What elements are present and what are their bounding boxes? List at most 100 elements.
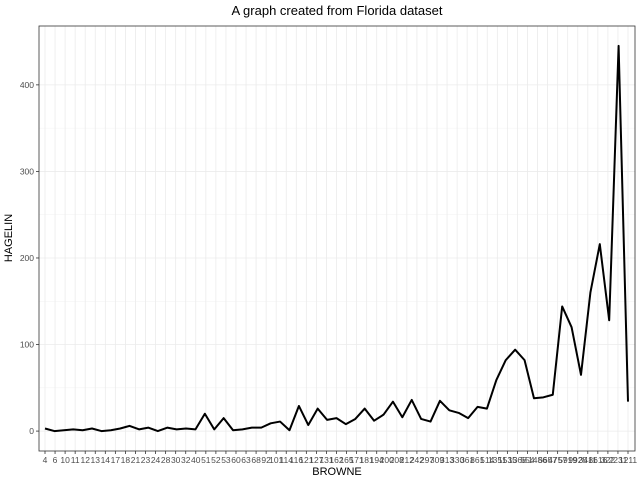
data-point <box>627 400 629 402</box>
data-point <box>91 427 93 429</box>
x-tick-label: 32 <box>181 455 191 465</box>
x-tick-label: 40 <box>191 455 201 465</box>
x-tick-label: 131 <box>319 455 333 465</box>
data-point <box>561 305 563 307</box>
x-tick-label: 1486 <box>528 455 547 465</box>
data-point <box>288 429 290 431</box>
data-point <box>326 419 328 421</box>
data-point <box>185 427 187 429</box>
x-tick-label: 162 <box>329 455 343 465</box>
data-point <box>138 428 140 430</box>
x-tick-label: 60 <box>231 455 241 465</box>
data-point <box>533 397 535 399</box>
data-point <box>411 399 413 401</box>
data-point <box>147 426 149 428</box>
data-point <box>100 430 102 432</box>
data-point <box>194 428 196 430</box>
x-tick-label: 12 <box>80 455 90 465</box>
data-point <box>222 417 224 419</box>
data-point <box>608 319 610 321</box>
x-tick-label: 23 <box>141 455 151 465</box>
x-tick-label: 21 <box>131 455 141 465</box>
data-point <box>439 400 441 402</box>
x-tick-label: 1535 <box>498 455 517 465</box>
data-point <box>63 429 65 431</box>
y-axis-label: HAGELIN <box>3 214 15 262</box>
data-point <box>269 422 271 424</box>
y-tick-label: 0 <box>29 426 34 436</box>
data-point <box>542 396 544 398</box>
y-tick-label: 400 <box>20 80 34 90</box>
x-tick-label: 861 <box>470 455 484 465</box>
data-point <box>401 416 403 418</box>
grid-layer <box>39 26 635 451</box>
x-tick-label: 101 <box>269 455 283 465</box>
x-tick-label: 5919 <box>558 455 577 465</box>
data-point <box>260 426 262 428</box>
x-tick-label: 242 <box>410 455 424 465</box>
data-point <box>213 428 215 430</box>
data-point <box>364 407 366 409</box>
x-tick-label: 8616 <box>588 455 607 465</box>
x-tick-label: 309 <box>430 455 444 465</box>
data-point <box>128 425 130 427</box>
x-tick-label: 194 <box>370 455 384 465</box>
x-tick-label: 6 <box>53 455 58 465</box>
data-point <box>110 429 112 431</box>
data-point <box>53 430 55 432</box>
x-tick-label: 14 <box>101 455 111 465</box>
data-point <box>204 413 206 415</box>
x-tick-label: 165 <box>339 455 353 465</box>
x-tick-label: 554 <box>520 455 534 465</box>
series-line-hagelin <box>44 44 629 433</box>
x-tick-label: 171 <box>350 455 364 465</box>
data-point <box>429 420 431 422</box>
x-tick-label: 297 <box>420 455 434 465</box>
data-point <box>570 326 572 328</box>
x-tick-label: 127 <box>309 455 323 465</box>
y-axis-ticks: 0 100 200 300 400 <box>20 80 39 436</box>
data-point <box>279 420 281 422</box>
x-tick-label: 53 <box>221 455 231 465</box>
x-tick-label: 1211 <box>619 455 638 465</box>
series-layer <box>44 44 629 433</box>
data-point <box>486 407 488 409</box>
data-point <box>476 406 478 408</box>
data-point <box>505 359 507 361</box>
y-tick-label: 100 <box>20 340 34 350</box>
data-point <box>523 359 525 361</box>
data-point <box>232 429 234 431</box>
y-tick-label: 200 <box>20 253 34 263</box>
data-point <box>335 417 337 419</box>
data-point <box>420 418 422 420</box>
data-point <box>589 291 591 293</box>
x-tick-label: 121 <box>299 455 313 465</box>
data-point <box>81 429 83 431</box>
x-tick-label: 4757 <box>548 455 567 465</box>
x-tick-label: 30 <box>171 455 181 465</box>
data-point <box>157 430 159 432</box>
x-tick-label: 9925 <box>568 455 587 465</box>
x-tick-label: 330 <box>450 455 464 465</box>
x-tick-label: 63 <box>241 455 251 465</box>
x-tick-label: 52 <box>211 455 221 465</box>
x-tick-label: 361 <box>460 455 474 465</box>
data-point <box>307 424 309 426</box>
panel-border <box>38 25 636 452</box>
data-point <box>251 426 253 428</box>
data-point <box>599 243 601 245</box>
x-tick-label: 114 <box>279 455 293 465</box>
x-tick-label: 92 <box>261 455 271 465</box>
x-tick-label: 212 <box>400 455 414 465</box>
y-tick-label: 300 <box>20 166 34 176</box>
data-point <box>241 428 243 430</box>
x-tick-label: 51 <box>201 455 211 465</box>
x-tick-label: 208 <box>390 455 404 465</box>
x-tick-label: 5657 <box>538 455 557 465</box>
x-tick-label: 2231 <box>608 455 627 465</box>
data-point <box>298 405 300 407</box>
data-point <box>382 413 384 415</box>
